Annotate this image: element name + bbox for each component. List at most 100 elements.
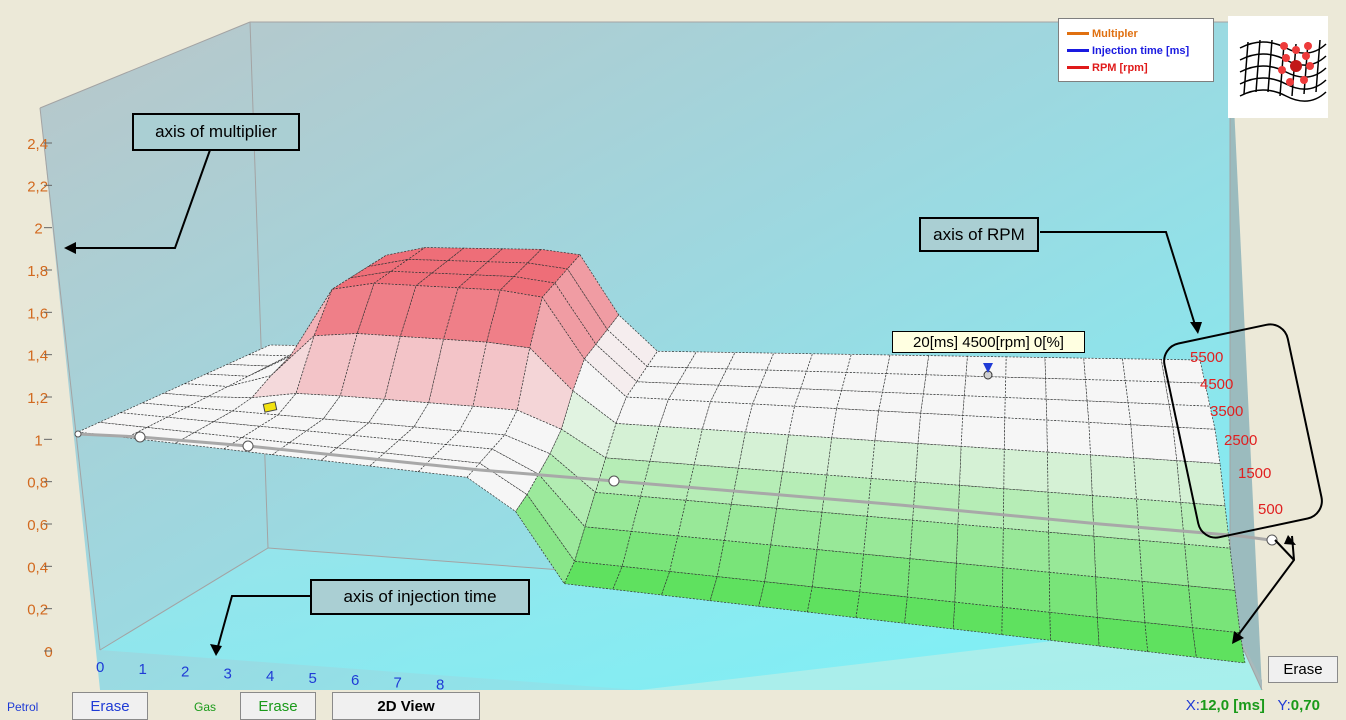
surface-cell (1088, 422, 1135, 459)
surface-cell (1048, 571, 1098, 618)
surface-cell (745, 403, 796, 436)
x-tick-label: 0 (96, 659, 104, 676)
surface-cell (737, 431, 790, 472)
surface-cell (1093, 535, 1143, 582)
surface-cell (458, 405, 518, 436)
surface-cell (1003, 417, 1048, 453)
surface-cell (1045, 398, 1090, 423)
surface-cell (646, 350, 697, 369)
surface-cell (351, 422, 415, 441)
gas-erase-button[interactable]: Erase (240, 692, 316, 720)
legend-swatch (1067, 32, 1089, 35)
surface-cell (788, 405, 838, 439)
z-tick-label: 0,2 (27, 602, 48, 619)
surface-cell (661, 571, 718, 602)
trace-point[interactable] (608, 475, 620, 487)
surface-cell (1127, 402, 1174, 428)
surface-cell (444, 430, 506, 450)
surface-cell (1144, 622, 1197, 658)
surface-cell (1133, 457, 1182, 503)
surface-cell (1180, 502, 1231, 549)
rpm-tick-label: 500 (1258, 501, 1283, 518)
surface-mesh (76, 247, 1246, 664)
surface-cell (1130, 424, 1178, 462)
surface-cell (716, 540, 772, 583)
surface-cell (1164, 381, 1211, 407)
trace-point[interactable] (242, 440, 254, 452)
legend-item-injection: Injection time [ms] (1067, 42, 1213, 59)
petrol-erase-button[interactable]: Erase (72, 692, 148, 720)
surface-cell (885, 354, 930, 376)
x-tick-label: 2 (181, 663, 189, 680)
z-tick-label: 1,2 (27, 390, 48, 407)
surface-cell (1086, 400, 1132, 426)
legend-label: RPM [rpm] (1092, 61, 1148, 74)
gas-label: Gas (194, 700, 217, 714)
z-tick-label: 1 (34, 432, 42, 449)
annotation-arrows (68, 149, 1296, 651)
trace-point[interactable] (134, 431, 146, 443)
surface-cell (515, 494, 576, 585)
surface-cell (693, 428, 746, 469)
surface-cell (1192, 627, 1246, 664)
surface-cell (649, 425, 703, 466)
erase-button-right[interactable]: Erase (1268, 656, 1338, 683)
surface-cell (962, 395, 1006, 419)
surface-cell (816, 511, 868, 555)
surface-cell (1004, 397, 1048, 421)
surface-cell (1090, 454, 1137, 500)
surface-cell (636, 366, 688, 384)
hover-pointer-icon (983, 363, 993, 373)
cursor-coordinates: X:12,0 [ms] Y:0,70 (1186, 697, 1320, 714)
surface-cell (917, 412, 964, 447)
surface-cell (836, 390, 883, 412)
erase-label: Erase (1283, 661, 1323, 678)
surface-cell (770, 507, 823, 550)
surface-cell (806, 586, 861, 619)
surface-cell (726, 352, 775, 371)
z-tick-label: 2,2 (27, 178, 48, 195)
legend-label: Multipler (1092, 27, 1138, 40)
trace-point[interactable] (74, 430, 82, 438)
surface-cell (186, 396, 253, 412)
surface-cell (1048, 531, 1097, 578)
surface-cell (1044, 357, 1086, 380)
surface-cell (1091, 495, 1140, 541)
surface-cell (1046, 419, 1091, 456)
surface-cell (1047, 451, 1093, 496)
rpm-tick-label: 4500 (1200, 376, 1233, 393)
surface-cell (956, 523, 1004, 569)
trace-point[interactable] (1266, 534, 1278, 546)
surface-cell (874, 410, 922, 444)
legend-label: Injection time [ms] (1092, 44, 1190, 57)
surface-cell (574, 526, 632, 567)
surface-cell (1005, 356, 1046, 379)
surface-cell (669, 535, 725, 577)
surface-cell (904, 596, 956, 630)
view-button-label: 2D View (377, 697, 435, 715)
surface-cell (1172, 426, 1221, 464)
surface-cell (952, 601, 1003, 636)
surface-cell (1085, 379, 1129, 404)
surface-cell (1049, 611, 1100, 647)
surface-cell (1047, 491, 1095, 537)
surface-cell (526, 473, 586, 563)
cursor-marker[interactable] (262, 401, 278, 413)
surface-cell (752, 386, 802, 407)
surface-cell (922, 374, 967, 397)
surface-cell (909, 519, 959, 564)
rpm-highlight-oval (1163, 323, 1323, 539)
surface-cell (1124, 380, 1170, 405)
surface-cell (1002, 488, 1050, 533)
surface-cell (677, 499, 732, 541)
tooltip-text: 20[ms] 4500[rpm] 0[%] (913, 333, 1064, 351)
surface-cell (764, 544, 818, 588)
x-tick-label: 8 (436, 677, 444, 693)
x-tick-label: 7 (394, 674, 402, 691)
x-tick-label: 5 (309, 670, 317, 687)
x-axis-ticks: 0 1 2 3 4 5 6 7 8 (96, 659, 444, 693)
surface-cell (841, 372, 887, 393)
surface-cell (758, 581, 813, 613)
2d-view-button[interactable]: 2D View (332, 692, 480, 720)
